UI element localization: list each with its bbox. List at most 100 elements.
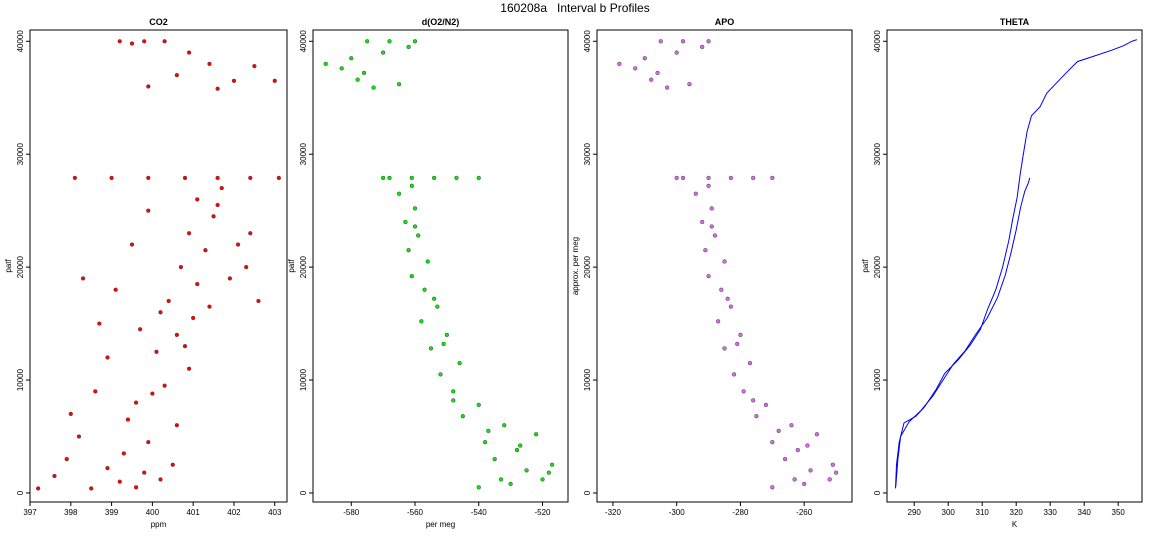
data-point: [802, 481, 807, 487]
data-point: [182, 175, 188, 181]
data-point: [174, 73, 180, 78]
data-point: [524, 468, 529, 473]
y-tick-label: 10000: [583, 368, 592, 391]
panel-title: CO2: [149, 17, 168, 27]
x-tick-label: 290: [908, 508, 922, 517]
data-point: [272, 78, 277, 83]
data-point: [380, 50, 386, 55]
data-point: [191, 315, 196, 321]
x-tick-label: 401: [186, 508, 200, 517]
data-point: [174, 332, 180, 338]
data-point: [133, 485, 139, 490]
x-tick-label: -300: [669, 508, 686, 517]
x-tick-label: -540: [471, 508, 488, 517]
y-axis-label: patf: [4, 259, 13, 273]
y-tick-label: 20000: [873, 255, 882, 278]
data-point: [751, 175, 756, 181]
y-tick-label: 0: [299, 490, 308, 495]
data-point: [215, 175, 220, 181]
data-point: [540, 477, 545, 482]
data-point: [207, 61, 212, 67]
data-point: [514, 447, 520, 453]
data-point: [735, 341, 740, 347]
data-point: [792, 477, 797, 482]
data-point: [203, 248, 208, 253]
data-point: [451, 389, 456, 394]
x-tick-label: 320: [1010, 508, 1024, 517]
data-point: [789, 423, 794, 428]
data-point: [248, 175, 253, 181]
data-point: [649, 77, 654, 82]
data-point: [706, 175, 711, 181]
data-point: [195, 281, 200, 287]
data-point: [227, 276, 233, 281]
data-point: [728, 304, 734, 309]
figure-title: 160208a Interval b Profiles: [500, 1, 650, 15]
data-point: [833, 470, 839, 475]
y-tick-label: 0: [873, 490, 882, 495]
data-point: [808, 468, 813, 473]
data-point: [162, 39, 167, 44]
y-tick-label: 0: [16, 490, 25, 495]
data-point: [502, 423, 507, 428]
data-point: [422, 287, 427, 292]
data-point: [387, 39, 392, 44]
y-tick-label: 40000: [583, 30, 592, 53]
data-point: [142, 470, 147, 475]
data-point: [248, 231, 253, 236]
data-point: [142, 39, 147, 44]
data-point: [406, 44, 411, 50]
data-point: [795, 447, 800, 453]
data-point: [93, 389, 98, 394]
data-point: [72, 175, 78, 181]
data-point: [412, 224, 418, 229]
data-point: [409, 183, 414, 188]
panel-2: d(O2/N2) -580 -560 -540 -520 0 10000 20000 30000…: [287, 17, 569, 529]
data-point: [231, 78, 237, 83]
x-tick-label: -320: [605, 508, 622, 517]
panel-title: THETA: [1000, 17, 1030, 27]
data-point: [709, 206, 714, 211]
data-point: [731, 372, 737, 377]
data-point: [518, 443, 523, 448]
data-point: [492, 456, 497, 462]
data-point: [323, 61, 328, 67]
data-point: [454, 175, 459, 181]
x-tick-label: 300: [942, 508, 956, 517]
data-point: [121, 451, 126, 456]
x-tick-label: 398: [64, 508, 78, 517]
data-point: [416, 233, 421, 238]
data-point: [109, 175, 114, 181]
data-point: [76, 434, 82, 439]
data-point: [680, 39, 686, 44]
data-point: [431, 296, 437, 301]
y-tick-label: 30000: [299, 143, 308, 166]
data-point: [431, 175, 437, 181]
data-point: [444, 332, 450, 338]
x-tick-label: -520: [534, 508, 551, 517]
data-point: [706, 39, 711, 44]
data-point: [658, 39, 663, 44]
data-point: [715, 319, 721, 324]
data-point: [747, 360, 753, 366]
x-tick-label: 397: [23, 508, 37, 517]
data-point: [252, 63, 257, 69]
data-point: [276, 175, 281, 181]
y-tick-label: 40000: [299, 30, 308, 53]
data-point: [770, 440, 775, 445]
y-tick-label: 30000: [873, 143, 882, 166]
data-point: [680, 175, 686, 181]
data-point: [770, 175, 775, 181]
data-point: [97, 321, 102, 326]
plot-frame: [312, 29, 569, 503]
data-point: [380, 175, 386, 181]
data-point: [428, 346, 434, 351]
data-point: [178, 264, 184, 270]
data-point: [215, 202, 220, 208]
data-point: [508, 481, 513, 487]
plot-frame: [29, 29, 288, 503]
data-point: [409, 274, 414, 279]
data-point: [438, 372, 443, 377]
data-point: [361, 70, 367, 76]
